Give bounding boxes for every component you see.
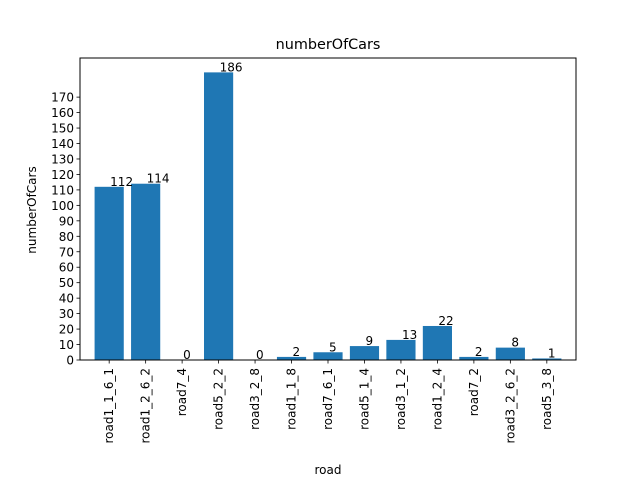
y-tick-label: 130 [51,152,74,166]
bar-road3_2_6_2 [495,347,525,360]
bar-road3_1_2 [386,339,416,360]
y-tick-label: 70 [59,245,74,259]
x-tick-label: road7_4 [175,368,189,416]
y-axis-label: numberOfCars [25,166,39,253]
data-label: 8 [511,336,519,350]
data-label: 0 [256,348,264,362]
x-tick-label: road3_1_2 [394,368,408,430]
data-label: 13 [402,328,417,342]
y-tick-label: 30 [59,307,74,321]
x-tick-label: road3_2_6_2 [503,368,517,444]
x-tick-label: road1_1_6_1 [102,368,116,444]
data-label: 5 [329,340,337,354]
y-tick-label: 140 [51,137,74,151]
bar-road5_1_4 [349,346,380,360]
data-label: 186 [220,60,243,74]
data-label: 114 [147,172,170,186]
x-tick-label: road1_2_4 [430,368,444,430]
bar-road5_3_8 [532,358,562,360]
x-tick-label: road5_2_2 [212,368,226,430]
y-tick-label: 10 [59,338,74,352]
data-label: 9 [365,334,373,348]
data-label: 0 [183,348,191,362]
data-label: 2 [475,345,483,359]
bar-road7_6_1 [313,352,343,360]
bar-road1_2_4 [422,325,452,360]
y-tick-label: 100 [51,199,74,213]
y-tick-label: 80 [59,230,74,244]
data-label: 1 [548,346,556,360]
data-label: 2 [293,345,301,359]
x-axis-label: road [315,463,342,477]
y-tick-label: 110 [51,183,74,197]
bar-road1_1_8 [276,356,307,360]
bar-road1_2_6_2 [131,183,161,360]
x-tick-label: road7_6_1 [321,368,335,430]
x-tick-label: road7_2 [467,368,481,416]
y-tick-label: 150 [51,122,74,136]
y-tick-label: 20 [59,323,74,337]
x-tick-label: road1_1_8 [285,368,299,430]
y-tick-label: 90 [59,214,74,228]
y-tick-label: 0 [66,354,74,368]
y-tick-label: 170 [51,91,74,105]
data-label: 112 [110,175,133,189]
x-tick-label: road5_1_4 [357,368,371,430]
x-axis: road1_1_6_1 road1_2_6_2 road7_4 road5_2_2 ro… [102,360,554,444]
x-tick-label: road5_3_8 [540,368,554,430]
x-tick-label: road1_2_6_2 [139,368,153,444]
bar-road1_1_6_1 [94,186,124,360]
y-tick-label: 120 [51,168,74,182]
plot-frame [79,57,577,361]
data-label: 22 [438,314,453,328]
bar-road7_2 [459,356,489,360]
y-tick-label: 50 [59,276,74,290]
bar-series [94,72,562,360]
bar-road5_2_2 [204,72,234,360]
y-tick-label: 160 [51,106,74,120]
chart-title: numberOfCars [276,37,381,53]
y-tick-label: 40 [59,292,74,306]
y-tick-label: 60 [59,261,74,275]
x-tick-label: road3_2_8 [248,368,262,430]
